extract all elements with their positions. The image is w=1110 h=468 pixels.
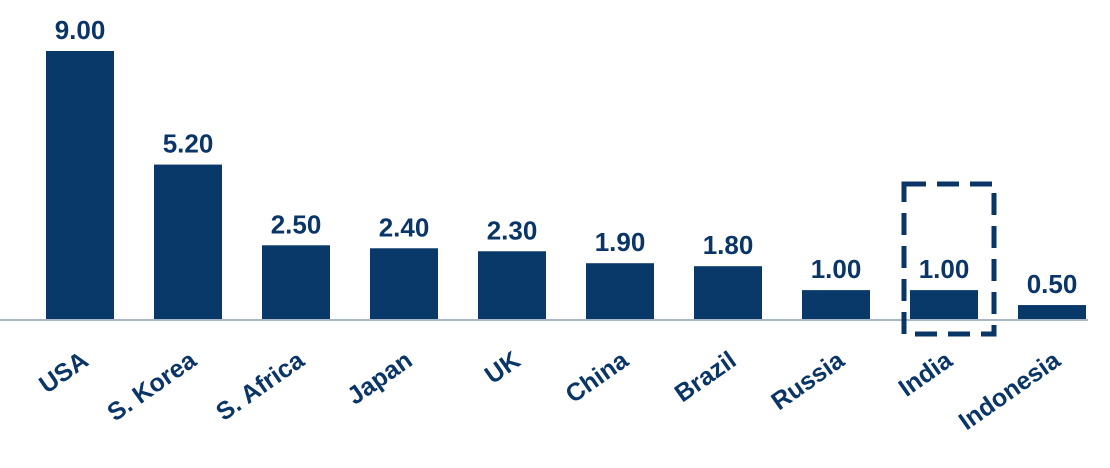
category-label-usa: USA (34, 346, 93, 399)
value-label-russia: 1.00 (811, 254, 862, 284)
highlight-box-dashed (901, 181, 997, 337)
value-label-s-africa: 2.50 (271, 209, 322, 239)
bar-uk (478, 251, 546, 320)
category-label-russia: Russia (766, 345, 850, 416)
category-label-s-africa: S. Africa (211, 345, 310, 426)
value-label-china: 1.90 (595, 227, 646, 257)
bar-s-africa (262, 245, 330, 320)
category-label-china: China (560, 345, 634, 408)
value-labels-group: 9.00 5.20 2.50 2.40 2.30 1.90 1.80 1.00 1.00 0.50 (55, 15, 1078, 299)
value-label-uk: 2.30 (487, 215, 538, 245)
value-label-japan: 2.40 (379, 212, 430, 242)
bar-s-korea (154, 164, 222, 320)
category-label-indonesia: Indonesia (954, 345, 1067, 435)
value-label-s-korea: 5.20 (163, 129, 214, 159)
value-label-usa: 9.00 (55, 15, 106, 45)
bar-india (910, 290, 978, 320)
category-label-india: India (894, 345, 959, 402)
category-label-s-korea: S. Korea (102, 345, 202, 427)
value-label-india: 1.00 (919, 254, 970, 284)
bar-indonesia (1018, 305, 1086, 320)
bar-japan (370, 248, 438, 320)
category-labels-group: USA S. Korea S. Africa Japan UK China Brazil Ru… (34, 345, 1066, 435)
category-label-uk: UK (480, 346, 526, 390)
bar-brazil (694, 266, 762, 320)
value-label-brazil: 1.80 (703, 230, 754, 260)
bars-group (46, 51, 1086, 320)
category-label-brazil: Brazil (670, 346, 742, 408)
category-label-japan: Japan (342, 346, 417, 410)
bar-usa (46, 51, 114, 320)
value-label-indonesia: 0.50 (1027, 269, 1078, 299)
bar-china (586, 263, 654, 320)
bar-russia (802, 290, 870, 320)
